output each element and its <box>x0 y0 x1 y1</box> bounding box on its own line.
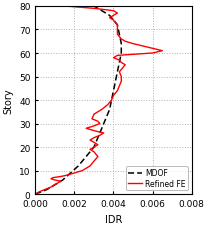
MDOF <box>116 24 119 27</box>
Refined FE <box>97 155 99 158</box>
MDOF <box>120 43 123 46</box>
Refined FE <box>93 125 95 128</box>
Refined FE <box>141 45 144 48</box>
MDOF <box>77 165 80 168</box>
Refined FE <box>59 175 62 178</box>
MDOF <box>112 90 115 93</box>
MDOF <box>34 193 37 196</box>
MDOF <box>54 183 56 186</box>
MDOF <box>46 188 48 191</box>
Y-axis label: Story: Story <box>4 88 14 113</box>
MDOF <box>116 71 119 74</box>
Line: Refined FE: Refined FE <box>35 7 162 194</box>
MDOF <box>97 137 99 139</box>
MDOF <box>93 6 95 8</box>
Legend: MDOF, Refined FE: MDOF, Refined FE <box>126 166 188 190</box>
Refined FE <box>108 17 111 20</box>
Refined FE <box>63 6 66 8</box>
MDOF <box>40 190 42 193</box>
MDOF <box>120 52 123 55</box>
MDOF <box>62 179 64 182</box>
MDOF <box>114 81 117 83</box>
X-axis label: IDR: IDR <box>105 214 122 224</box>
Refined FE <box>34 193 37 196</box>
MDOF <box>93 146 95 149</box>
MDOF <box>118 34 121 36</box>
MDOF <box>104 118 107 121</box>
MDOF <box>118 62 121 64</box>
MDOF <box>100 127 103 130</box>
MDOF <box>69 172 72 175</box>
MDOF <box>110 99 113 102</box>
MDOF <box>108 15 111 18</box>
MDOF <box>108 109 111 111</box>
Refined FE <box>97 144 99 146</box>
Line: MDOF: MDOF <box>35 7 121 194</box>
MDOF <box>85 155 87 158</box>
